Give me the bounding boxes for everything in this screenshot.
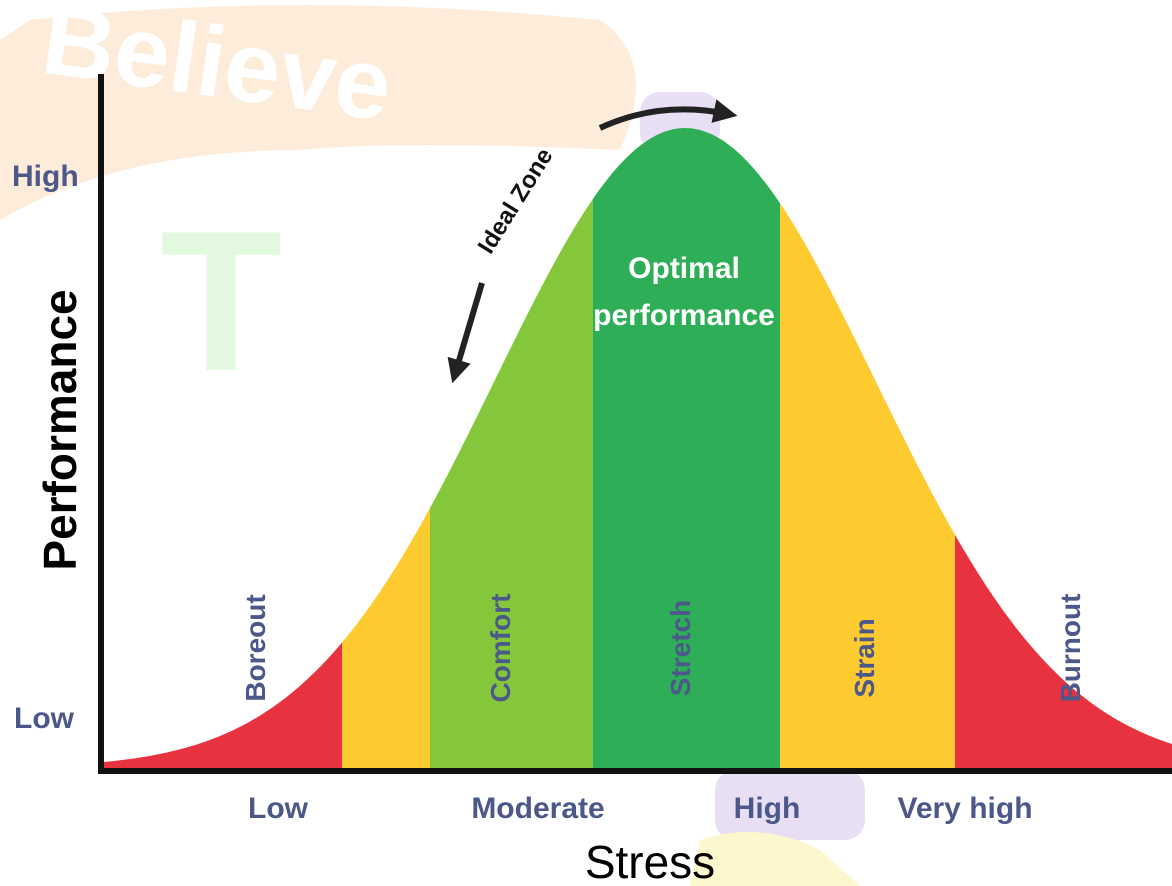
x-label: High xyxy=(734,792,801,825)
x-axis-title: Stress xyxy=(585,836,715,886)
zone-label: Stretch xyxy=(665,600,696,696)
zone-label: Strain xyxy=(849,618,880,697)
watermark-letter: T xyxy=(160,190,282,413)
optimal-label: performance xyxy=(593,299,775,332)
ideal-zone-label: Ideal Zone xyxy=(473,144,559,259)
y-label-high: High xyxy=(12,160,79,193)
y-axis-title: Performance xyxy=(34,289,86,570)
arrow-down xyxy=(447,282,485,384)
zone-label: Boreout xyxy=(240,594,271,701)
watermark: Believe T xyxy=(0,5,865,886)
zone-stretch xyxy=(593,128,780,768)
x-label: Very high xyxy=(897,792,1032,825)
x-label: Moderate xyxy=(471,792,604,825)
arrow-right xyxy=(598,99,738,131)
y-label-low: Low xyxy=(14,702,75,735)
optimal-label: Optimal xyxy=(628,252,740,285)
x-label: Low xyxy=(248,792,309,825)
zone-label: Comfort xyxy=(485,594,516,703)
zone-label: Burnout xyxy=(1055,594,1086,703)
